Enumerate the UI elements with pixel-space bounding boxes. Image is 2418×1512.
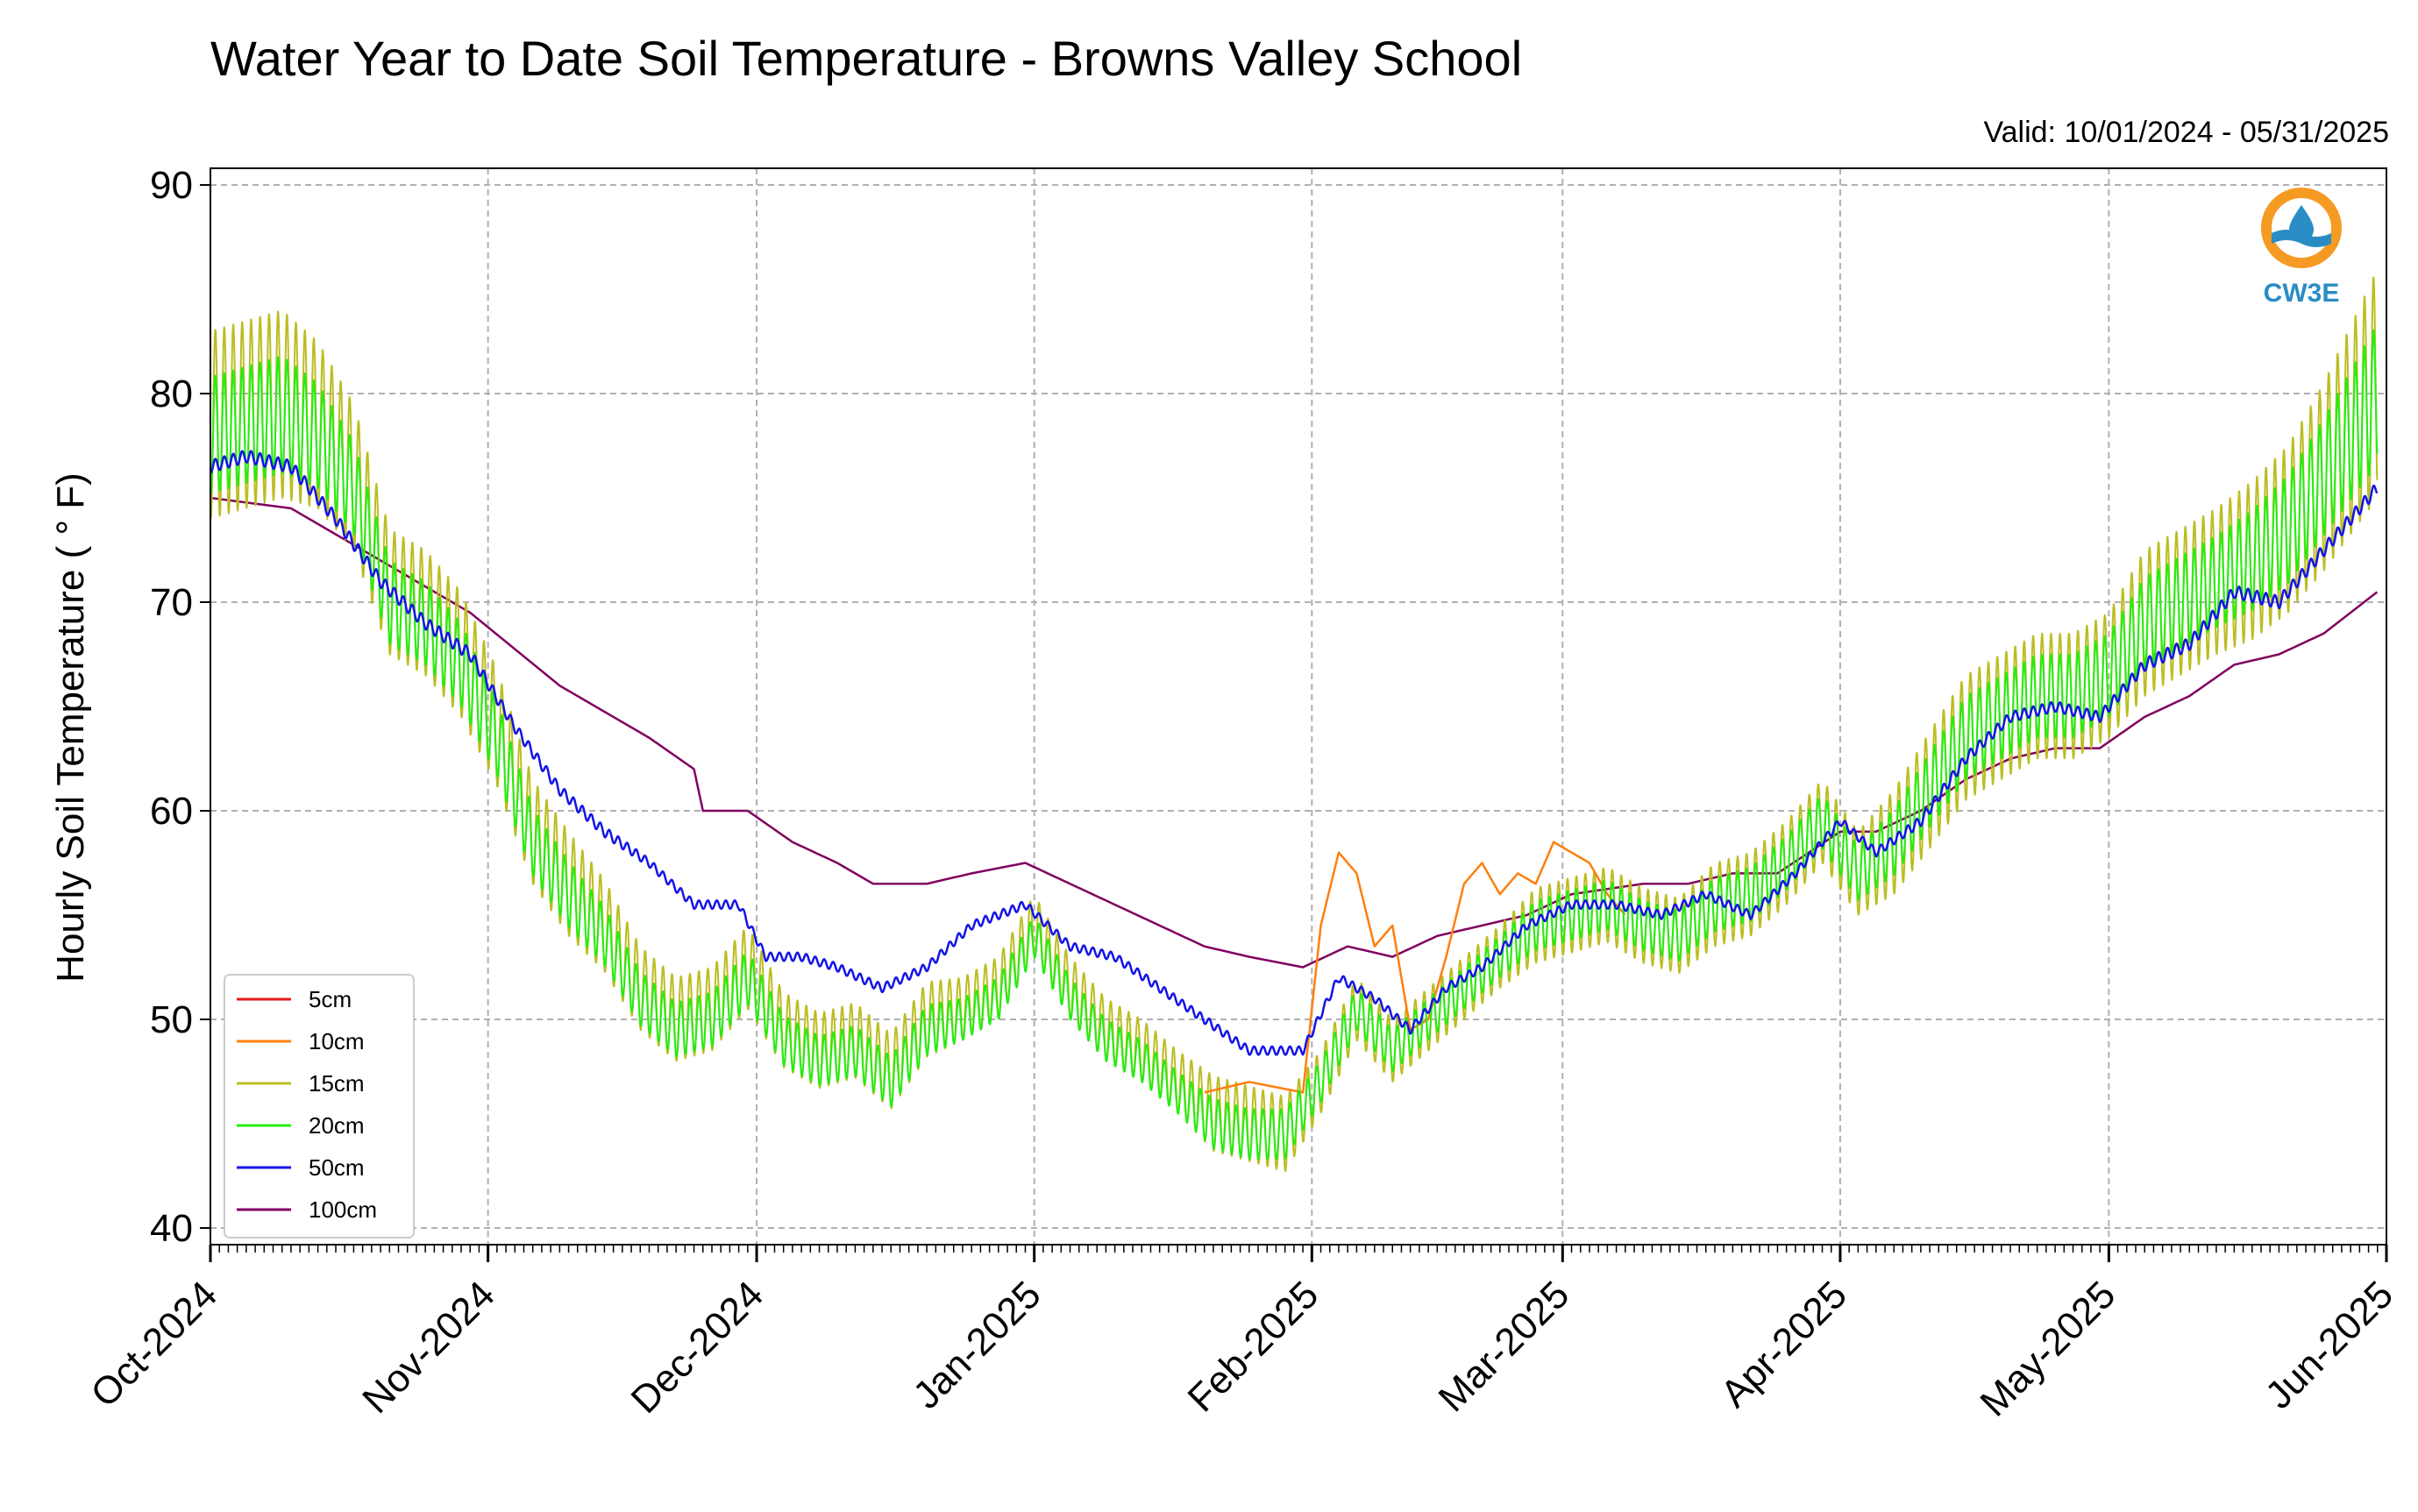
x-tick-label: Jun-2025 — [2258, 1273, 2401, 1416]
legend-label: 50cm — [309, 1154, 365, 1181]
plot-frame — [210, 167, 2387, 1246]
x-tick-label: Dec-2024 — [623, 1273, 772, 1422]
chart-title: Water Year to Date Soil Temperature - Br… — [210, 31, 1522, 86]
series-line-15cm — [210, 276, 2379, 1172]
series-line-20cm — [210, 329, 2379, 1161]
x-tick-label: Feb-2025 — [1180, 1273, 1327, 1420]
logo-text: CW3E — [2264, 279, 2340, 308]
valid-range: Valid: 10/01/2024 - 05/31/2025 — [1983, 116, 2389, 149]
series-line-10cm — [1203, 841, 1626, 1094]
legend: 5cm 10cm 15cm 20cm 50cm 100cm — [224, 974, 415, 1239]
y-axis-ticks: 40 50 60 70 80 90 — [150, 164, 210, 1250]
legend-label: 15cm — [309, 1070, 365, 1097]
legend-label: 20cm — [309, 1112, 365, 1139]
x-axis-ticks: Oct-2024 Nov-2024 Dec-2024 Jan-2025 Feb-2025… — [82, 1245, 2401, 1424]
y-tick-label: 40 — [150, 1207, 193, 1250]
y-tick-label: 90 — [150, 164, 193, 207]
x-tick-label: Oct-2024 — [82, 1273, 225, 1416]
x-tick-label: Nov-2024 — [354, 1273, 503, 1422]
x-tick-label: Mar-2025 — [1431, 1273, 1578, 1420]
series-line-100cm — [210, 496, 2379, 969]
legend-label: 10cm — [309, 1028, 365, 1054]
x-tick-label: May-2025 — [1972, 1273, 2123, 1424]
y-tick-label: 50 — [150, 998, 193, 1041]
y-tick-label: 60 — [150, 790, 193, 833]
y-axis-label: Hourly Soil Temperature ( ° F) — [49, 472, 92, 983]
y-tick-label: 70 — [150, 581, 193, 624]
logo-drop-icon — [2289, 205, 2314, 242]
y-tick-label: 80 — [150, 373, 193, 415]
series-line-50cm — [210, 450, 2379, 1056]
x-tick-label: Jan-2025 — [905, 1273, 1049, 1416]
legend-label: 100cm — [309, 1196, 377, 1223]
series-lines — [210, 276, 2379, 1172]
cw3e-logo: CW3E — [2261, 188, 2342, 308]
legend-label: 5cm — [309, 986, 352, 1012]
x-tick-label: Apr-2025 — [1712, 1273, 1855, 1416]
